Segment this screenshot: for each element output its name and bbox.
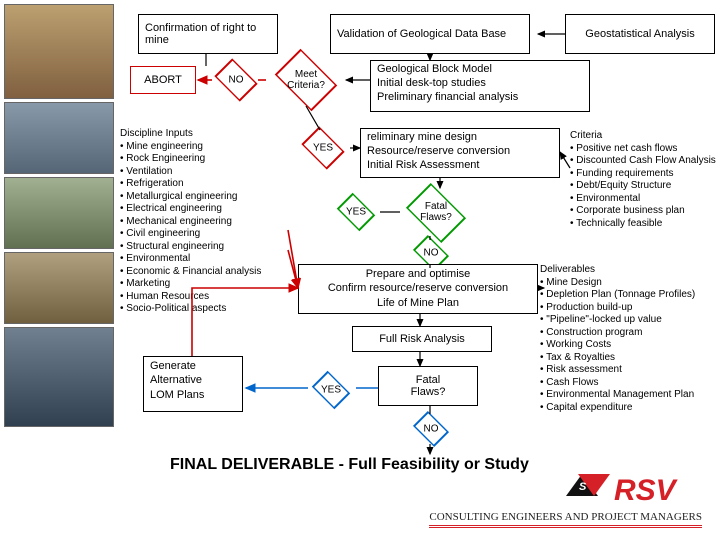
list-item: • Rock Engineering [120, 153, 290, 166]
list-item: • Socio-Political aspects [120, 303, 290, 316]
node-geostat: Geostatistical Analysis [565, 14, 715, 54]
line: Geological Block Model [377, 63, 583, 77]
list-item: • Corporate business plan [570, 205, 718, 218]
node-gbm: Geological Block Model Initial desk-top … [370, 60, 590, 112]
node-prelim: reliminary mine design Resource/reserve … [360, 128, 560, 178]
photo-thumbnail [4, 102, 114, 174]
list-item: • Discounted Cash Flow Analysis [570, 155, 718, 168]
list-item: • Capital expenditure [540, 402, 718, 415]
list-item: • Working Costs [540, 339, 718, 352]
list-item: • Positive net cash flows [570, 143, 718, 156]
line: Initial Risk Assessment [367, 159, 553, 173]
list-item: • Risk assessment [540, 364, 718, 377]
list-item: • Funding requirements [570, 168, 718, 181]
node-fatal1: Fatal Flaws? [400, 188, 472, 236]
rsv-logo: S RSV CONSULTING ENGINEERS AND PROJECT M… [429, 470, 702, 528]
text: Confirmation of right to mine [145, 22, 271, 46]
list-item: • Mine Design [540, 277, 718, 290]
photo-thumbnail [4, 4, 114, 99]
list-item: • Mechanical engineering [120, 216, 290, 229]
svg-text:S: S [579, 481, 587, 493]
photo-thumbnail [4, 327, 114, 427]
list-item: • Debt/Equity Structure [570, 180, 718, 193]
list-item: • Refrigeration [120, 178, 290, 191]
list-body: • Mine Design• Depletion Plan (Tonnage P… [540, 277, 718, 415]
node-full-risk: Full Risk Analysis [352, 326, 492, 352]
list-item: • Tax & Royalties [540, 352, 718, 365]
list-item: • "Pipeline"-locked up value [540, 314, 718, 327]
node-confirmation: Confirmation of right to mine [138, 14, 278, 54]
list-item: • Construction program [540, 327, 718, 340]
list-item: • Environmental [570, 193, 718, 206]
node-validation: Validation of Geological Data Base [330, 14, 530, 54]
list-item: • Marketing [120, 278, 290, 291]
node-prepare: Prepare and optimise Confirm resource/re… [298, 264, 538, 314]
line: Confirm resource/reserve conversion [305, 281, 531, 295]
list-item: • Ventilation [120, 166, 290, 179]
list-criteria: Criteria • Positive net cash flows• Disc… [570, 130, 718, 230]
list-item: • Economic & Financial analysis [120, 266, 290, 279]
list-item: • Structural engineering [120, 241, 290, 254]
line: LOM Plans [150, 388, 236, 402]
text: Validation of Geological Data Base [337, 28, 506, 40]
list-title: Discipline Inputs [120, 128, 290, 141]
photo-thumbnail [4, 177, 114, 249]
photo-thumbnail [4, 252, 114, 324]
text: Geostatistical Analysis [585, 28, 694, 40]
svg-text:RSV: RSV [614, 474, 679, 507]
list-title: Criteria [570, 130, 718, 143]
label-yes1: YES [298, 130, 348, 166]
node-gen-alt: Generate Alternative LOM Plans [143, 356, 243, 412]
list-discipline: Discipline Inputs • Mine engineering• Ro… [120, 128, 290, 316]
list-item: • Production build-up [540, 302, 718, 315]
node-fatal2: Fatal Flaws? [378, 366, 478, 406]
list-title: Deliverables [540, 264, 718, 277]
list-item: • Electrical engineering [120, 203, 290, 216]
node-abort: ABORT [130, 66, 196, 94]
text: Fatal Flaws? [411, 374, 446, 398]
node-meet-criteria: Meet Criteria? [270, 56, 342, 104]
list-item: • Mine engineering [120, 141, 290, 154]
line: Generate [150, 359, 236, 373]
label-yes2: YES [333, 196, 379, 228]
list-body: • Mine engineering• Rock Engineering• Ve… [120, 141, 290, 316]
list-item: • Depletion Plan (Tonnage Profiles) [540, 289, 718, 302]
list-body: • Positive net cash flows• Discounted Ca… [570, 143, 718, 231]
list-item: • Environmental [120, 253, 290, 266]
logo-subtitle: CONSULTING ENGINEERS AND PROJECT MANAGER… [429, 511, 702, 523]
line: Resource/reserve conversion [367, 145, 553, 159]
line: Prepare and optimise [305, 267, 531, 281]
list-item: • Environmental Management Plan [540, 389, 718, 402]
line: Alternative [150, 373, 236, 387]
list-item: • Metallurgical engineering [120, 191, 290, 204]
text: Full Risk Analysis [379, 333, 465, 345]
list-deliverables: Deliverables • Mine Design• Depletion Pl… [540, 264, 718, 414]
list-item: • Cash Flows [540, 377, 718, 390]
label-no3: NO [410, 414, 452, 444]
line: Preliminary financial analysis [377, 91, 583, 105]
line: Initial desk-top studies [377, 77, 583, 91]
text: ABORT [144, 74, 182, 86]
label-yes3: YES [308, 374, 354, 406]
label-no1: NO [212, 62, 260, 98]
list-item: • Human Resources [120, 291, 290, 304]
line: reliminary mine design [367, 131, 553, 145]
list-item: • Technically feasible [570, 218, 718, 231]
line: Life of Mine Plan [305, 296, 531, 310]
list-item: • Civil engineering [120, 228, 290, 241]
